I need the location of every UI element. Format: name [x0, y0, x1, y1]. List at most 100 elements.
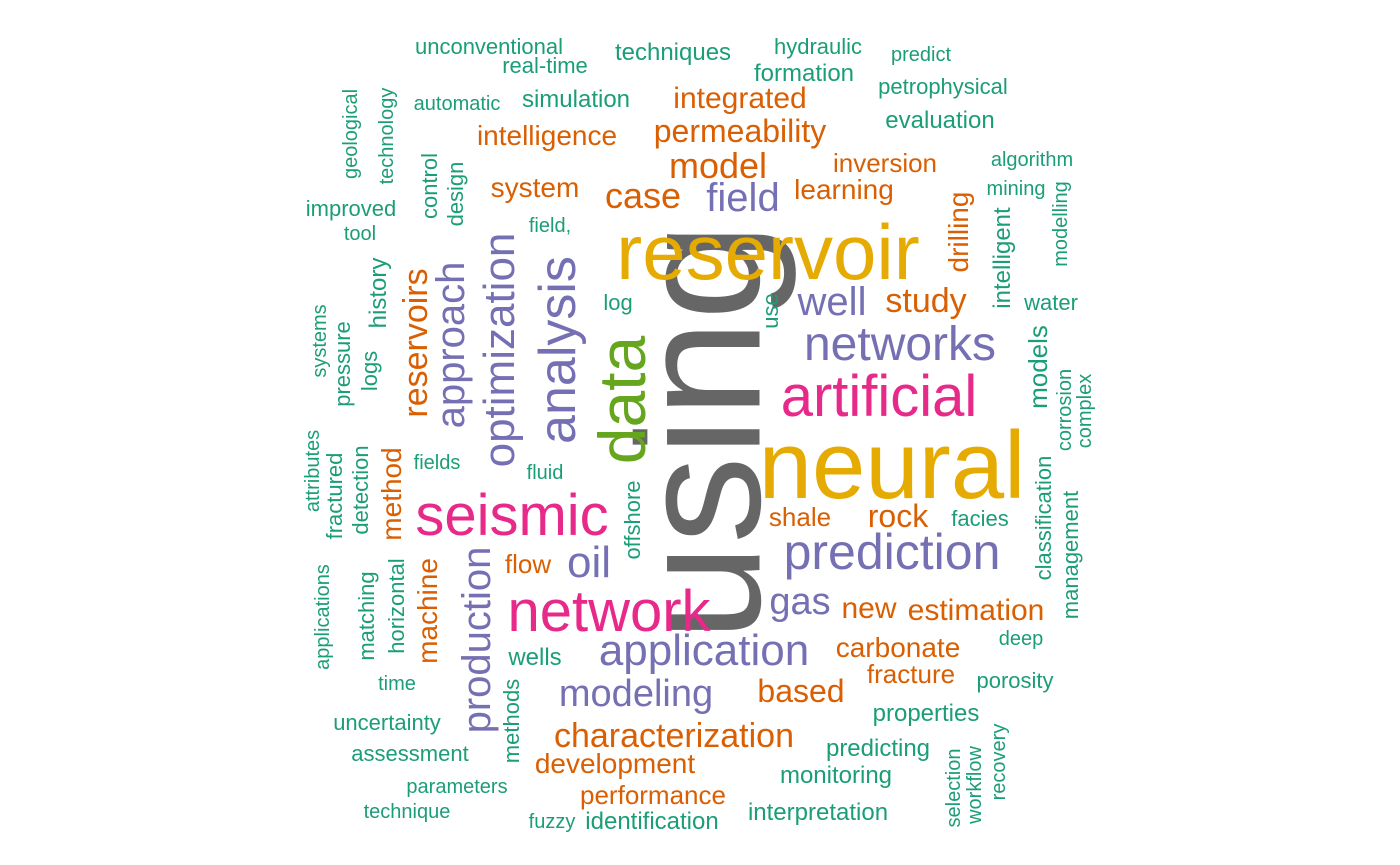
cloud-word: attributes [302, 429, 324, 513]
cloud-word: petrophysical [878, 74, 1008, 99]
cloud-word: oil [566, 538, 612, 587]
cloud-word: management [1058, 490, 1083, 620]
cloud-word: prediction [783, 524, 1001, 580]
cloud-word: case [604, 175, 682, 216]
cloud-word: field, [528, 215, 572, 237]
cloud-word: assessment [351, 741, 469, 766]
cloud-word: unconventional [414, 34, 564, 59]
cloud-word: wells [508, 644, 562, 671]
cloud-word: offshore [620, 480, 645, 560]
cloud-word: drilling [943, 191, 974, 273]
cloud-word: estimation [907, 594, 1045, 627]
cloud-word: tool [343, 223, 377, 245]
cloud-word: characterization [553, 717, 795, 755]
cloud-word: approach [429, 261, 473, 429]
cloud-word: neural [758, 412, 1026, 519]
cloud-word: reservoir [616, 208, 920, 296]
cloud-word: facies [951, 506, 1009, 531]
cloud-word: deep [998, 628, 1044, 650]
cloud-word: application [598, 626, 810, 675]
cloud-word: machine [412, 558, 443, 664]
cloud-word: production [455, 546, 499, 734]
cloud-word: field [706, 176, 780, 220]
cloud-word: modelling [1050, 181, 1072, 267]
cloud-word: identification [585, 808, 719, 835]
cloud-word: predict [890, 44, 952, 66]
cloud-word: fluid [526, 462, 564, 484]
cloud-word: shale [768, 502, 832, 532]
cloud-word: optimization [475, 232, 524, 468]
cloud-word: flow [504, 549, 552, 579]
cloud-word: modeling [558, 673, 714, 715]
cloud-word: formation [753, 60, 855, 87]
cloud-word: fuzzy [528, 811, 576, 833]
cloud-word: techniques [614, 39, 732, 66]
cloud-word: networks [803, 318, 997, 371]
cloud-word: recovery [988, 723, 1010, 801]
cloud-word: real-time [502, 53, 588, 78]
cloud-word: hydraulic [773, 34, 863, 59]
cloud-word: selection [943, 748, 965, 828]
cloud-word: fields [413, 452, 461, 474]
cloud-word: intelligence [476, 120, 618, 151]
cloud-word: automatic [413, 93, 501, 115]
cloud-word: seismic [415, 483, 609, 548]
cloud-word: technology [376, 87, 398, 185]
cloud-word: design [443, 161, 468, 227]
cloud-word: performance [580, 780, 726, 810]
cloud-word: corrosion [1054, 368, 1076, 452]
cloud-word: reservoirs [397, 268, 435, 418]
cloud-word: detection [348, 445, 373, 535]
cloud-word: artificial [780, 364, 978, 429]
cloud-word: workflow [964, 746, 986, 824]
cloud-word: improved [305, 196, 397, 221]
cloud-word: development [534, 748, 696, 779]
cloud-word: inversion [832, 148, 938, 178]
cloud-word: classification [1031, 455, 1056, 581]
cloud-word: analysis [529, 256, 587, 444]
cloud-word: integrated [673, 82, 807, 115]
cloud-word: rock [867, 498, 929, 534]
cloud-word: permeability [653, 113, 827, 149]
cloud-word: properties [872, 700, 980, 727]
cloud-word: control [417, 152, 442, 220]
cloud-word: network [507, 579, 711, 644]
cloud-word: new [841, 592, 897, 625]
cloud-word: logs [357, 350, 382, 392]
cloud-word: monitoring [779, 762, 893, 789]
cloud-word: water [1024, 290, 1078, 315]
cloud-word: models [1023, 325, 1053, 409]
cloud-word: well [797, 280, 867, 324]
cloud-word: intelligent [989, 207, 1016, 309]
cloud-word: time [378, 673, 416, 695]
cloud-word: horizontal [384, 558, 409, 654]
cloud-word: geological [340, 88, 362, 180]
cloud-word: matching [354, 571, 379, 661]
cloud-word: pressure [330, 321, 355, 407]
cloud-word: carbonate [835, 632, 961, 663]
cloud-word: interpretation [747, 799, 889, 826]
cloud-word: methods [499, 678, 524, 764]
cloud-word: data [585, 335, 659, 465]
cloud-word: log [603, 290, 633, 315]
cloud-word: algorithm [990, 149, 1074, 171]
cloud-word: fractured [322, 452, 347, 540]
cloud-word: system [490, 172, 580, 203]
cloud-word: systems [309, 304, 331, 378]
cloud-word: mining [986, 178, 1046, 200]
cloud-word: model [668, 145, 768, 186]
cloud-word: complex [1074, 373, 1096, 449]
cloud-word: learning [794, 174, 894, 205]
cloud-word: fracture [866, 659, 956, 689]
cloud-word: technique [363, 801, 451, 823]
cloud-word: based [757, 673, 845, 709]
cloud-word: uncertainty [333, 710, 441, 735]
cloud-word: study [885, 282, 967, 320]
cloud-word: simulation [521, 86, 631, 113]
cloud-word: method [376, 447, 407, 541]
cloud-word: porosity [976, 668, 1054, 693]
cloud-word: applications [312, 564, 334, 670]
cloud-word: predicting [825, 735, 931, 762]
cloud-word: use [758, 293, 783, 329]
